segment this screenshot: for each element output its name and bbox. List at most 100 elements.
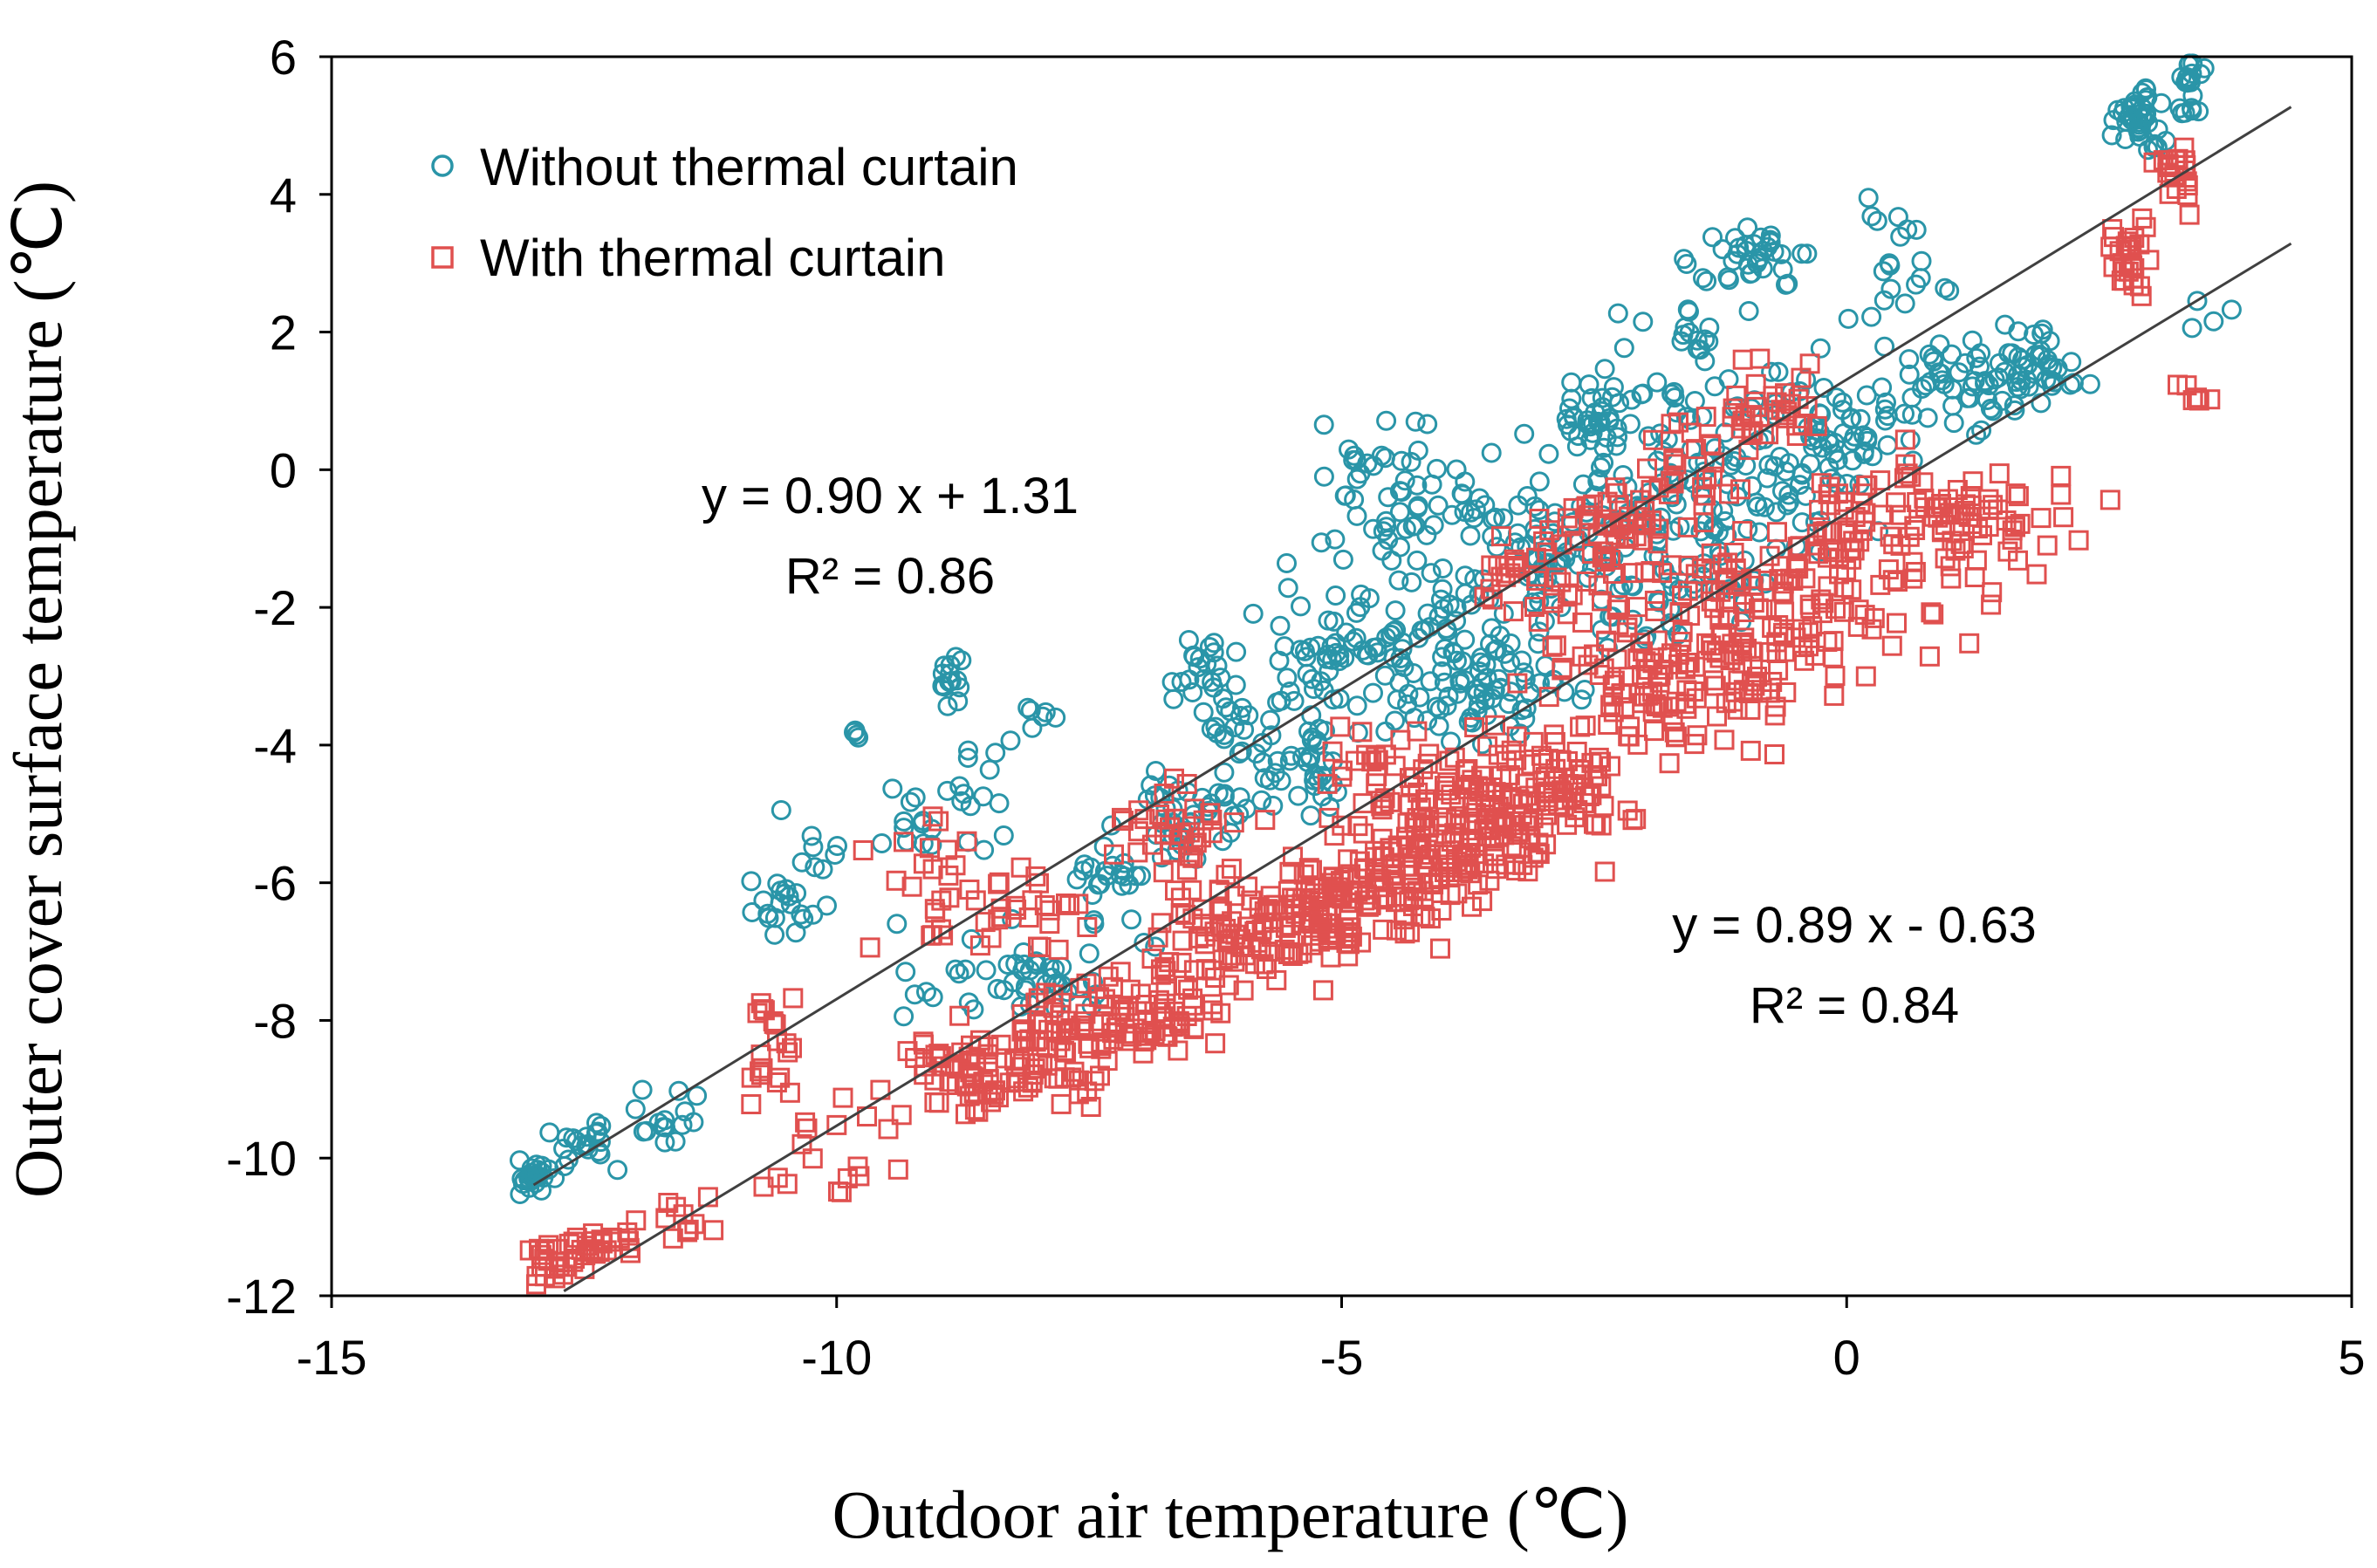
data-point-with (1293, 864, 1314, 885)
data-point-without (913, 833, 934, 854)
data-point-without (2061, 352, 2082, 373)
data-point-without (1436, 695, 1457, 716)
data-point-without (1350, 597, 1371, 618)
data-point-without (1385, 710, 1405, 731)
data-point-with (2100, 490, 2120, 510)
data-point-without (1259, 770, 1280, 791)
data-point-without (1894, 293, 1915, 314)
data-point-with (1320, 947, 1341, 968)
y-tick-label: -8 (253, 993, 297, 1048)
data-point-with (1931, 522, 1952, 543)
data-point-without (949, 963, 969, 984)
data-point-with (1024, 1058, 1045, 1079)
data-point-without (2203, 311, 2224, 332)
data-point-with (601, 1231, 622, 1252)
data-point-without (632, 1079, 653, 1100)
data-point-without (1080, 857, 1101, 878)
data-point-without (1841, 407, 1862, 428)
y-tick-label: -12 (226, 1269, 297, 1324)
data-point-without (1802, 430, 1823, 451)
data-point-without (590, 1132, 611, 1153)
data-point-with (534, 1240, 555, 1261)
data-point-with (802, 1148, 823, 1169)
data-point-with (1762, 672, 1783, 692)
data-point-with (1499, 764, 1520, 785)
data-point-with (1357, 884, 1377, 905)
data-point-with (1730, 479, 1750, 500)
data-point-without (1737, 518, 1758, 539)
data-point-without (1894, 403, 1915, 424)
data-point-without (1230, 705, 1250, 726)
data-point-with (1435, 776, 1455, 797)
data-point-without (1747, 496, 1768, 517)
data-point-without (1826, 387, 1846, 408)
data-point-without (1203, 633, 1224, 654)
data-point-with (1829, 564, 1849, 585)
data-point-with (1340, 864, 1361, 885)
data-point-with (1760, 641, 1781, 662)
data-point-with (1010, 857, 1031, 878)
data-point-without (539, 1122, 560, 1143)
data-point-with (939, 1072, 960, 1092)
data-point-without (1690, 339, 1710, 360)
data-point-with (1891, 504, 1912, 525)
data-point-with (1209, 896, 1230, 917)
data-point-with (1529, 844, 1550, 865)
data-point-without (1432, 661, 1453, 681)
data-point-without (1430, 589, 1451, 610)
data-point-without (1407, 550, 1428, 571)
data-point-with (1524, 597, 1545, 617)
data-point-without (1810, 338, 1831, 359)
data-point-with (1978, 489, 1999, 510)
data-point-with (1596, 545, 1616, 566)
data-point-without (1284, 690, 1305, 711)
data-point-with (1669, 602, 1690, 622)
data-point-with (1769, 569, 1790, 590)
data-point-with (2179, 204, 2200, 225)
data-point-with (1570, 716, 1591, 737)
data-point-with (1077, 917, 1098, 937)
data-point-with (924, 899, 945, 920)
data-point-without (1702, 227, 1723, 248)
data-point-with (937, 839, 958, 860)
data-point-without (672, 1114, 693, 1135)
data-point-with (886, 870, 907, 891)
data-point-with (1031, 937, 1051, 957)
data-point-with (831, 1181, 852, 1202)
data-point-with (1056, 894, 1076, 914)
data-point-without (1857, 428, 1878, 448)
data-point-with (1828, 483, 1849, 504)
data-point-with (1164, 808, 1185, 829)
data-point-with (1300, 878, 1321, 898)
data-point-without (1617, 476, 1638, 497)
data-point-without (1675, 317, 1695, 338)
legend-label-with: With thermal curtain (480, 229, 946, 287)
data-point-without (2029, 345, 2050, 366)
data-point-without (916, 982, 936, 1003)
data-point-without (1346, 505, 1367, 526)
data-point-without (2004, 400, 2025, 421)
data-point-with (878, 1119, 899, 1140)
data-point-without (1922, 347, 1943, 368)
data-point-with (1331, 887, 1351, 907)
data-point-with (1666, 454, 1687, 475)
data-point-with (1825, 666, 1846, 687)
data-point-without (973, 786, 994, 807)
data-point-without (1620, 414, 1641, 435)
data-point-without (1163, 688, 1184, 709)
data-point-with (1897, 463, 1918, 484)
data-point-without (1332, 549, 1353, 570)
data-point-without (1874, 290, 1894, 311)
data-point-with (1462, 896, 1482, 917)
data-point-without (1736, 455, 1757, 476)
data-point-without (1252, 752, 1273, 773)
data-point-with (1295, 880, 1316, 900)
data-point-without (1417, 710, 1438, 731)
data-point-with (1584, 765, 1605, 786)
data-point-without (553, 1139, 574, 1159)
data-point-with (1183, 1017, 1204, 1038)
data-point-with (928, 1092, 949, 1113)
data-point-with (1440, 885, 1461, 906)
data-point-without (625, 1099, 646, 1120)
data-point-without (1434, 672, 1455, 693)
